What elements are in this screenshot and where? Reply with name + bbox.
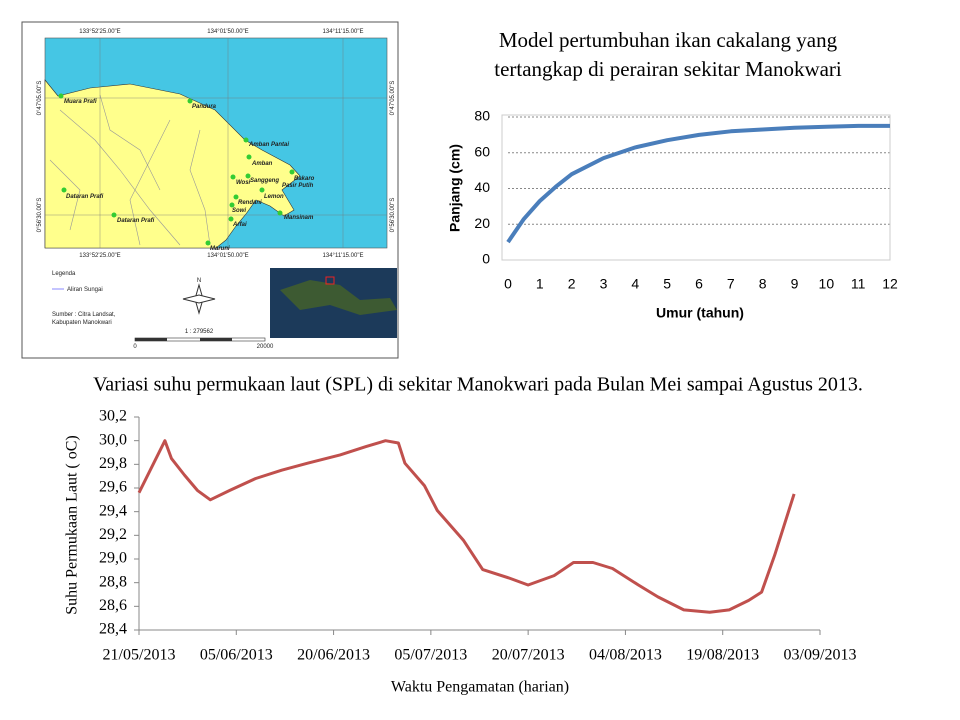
- map-coord: 134°11'15.00"E: [323, 253, 364, 259]
- x-tick-label: 03/09/2013: [784, 647, 857, 664]
- place-label: Sowi: [232, 208, 246, 214]
- place-label: Amban: [251, 161, 273, 167]
- place-label: Amban Pantai: [248, 142, 289, 148]
- map-coord: 134°11'15.00"E: [323, 29, 364, 35]
- map-coord: 133°52'25.00"E: [79, 253, 120, 259]
- place-label: Dataran Prafi: [117, 218, 155, 224]
- place-label: Rendani: [238, 200, 262, 206]
- x-tick-label: 5: [663, 276, 671, 292]
- y-tick-label: 29,0: [99, 550, 127, 567]
- place-label: Muara Prafi: [64, 99, 97, 105]
- map-coord: 134°01'50.00"E: [207, 29, 248, 35]
- source: Sumber : Citra Landsat,: [52, 312, 116, 318]
- x-tick-label: 9: [791, 276, 799, 292]
- scale-label: 20000: [257, 344, 274, 350]
- y-tick-label: 28,4: [99, 621, 127, 638]
- graticule: [45, 38, 387, 248]
- y-tick-label: 30,2: [99, 408, 127, 425]
- y-tick-label: 29,8: [99, 455, 127, 472]
- map: 133°52'25.00"E 134°01'50.00"E 134°11'15.…: [21, 21, 399, 359]
- place-label: Lemon: [264, 194, 284, 200]
- x-tick-label: 20/06/2013: [297, 647, 370, 664]
- x-tick-label: 20/07/2013: [492, 647, 565, 664]
- y-tick-label: 29,2: [99, 526, 127, 543]
- place-label: Bakaro: [294, 176, 315, 182]
- data-line: [506, 123, 890, 244]
- place-dots: [58, 93, 295, 246]
- y-tick-label: 29,6: [99, 479, 127, 496]
- scale-label: 0: [133, 344, 137, 350]
- y-tick-label: 20: [474, 215, 490, 231]
- x-tick-label: 8: [759, 276, 767, 292]
- place-label: Mansinam: [284, 215, 314, 221]
- y-tick-label: 28,6: [99, 597, 127, 614]
- x-tick-label: 0: [504, 276, 512, 292]
- y-tick-label: 29,4: [99, 502, 127, 519]
- y-tick-label: 80: [474, 108, 490, 124]
- y-tick-label: 40: [474, 179, 490, 195]
- place-label: Dataran Prafi: [66, 194, 104, 200]
- caption: Variasi suhu permukaan laut (SPL) di sek…: [93, 374, 863, 396]
- map-coord: 0°47'05.00"S: [37, 81, 43, 116]
- x-tick-label: 7: [727, 276, 735, 292]
- place-label: Pasir Putih: [282, 183, 314, 189]
- place-label: Arfai: [232, 222, 247, 228]
- place-label: Sanggeng: [250, 178, 279, 184]
- inset-marker: [325, 276, 335, 285]
- land: [44, 79, 301, 249]
- place-label: Maruni: [210, 246, 230, 252]
- y-tick-label: 30,0: [99, 431, 127, 448]
- x-tick-label: 21/05/2013: [103, 647, 176, 664]
- plot-area: [501, 114, 891, 261]
- x-tick-label: 05/07/2013: [394, 647, 467, 664]
- x-tick-label: 6: [695, 276, 703, 292]
- map-coord: 133°52'25.00"E: [79, 29, 120, 35]
- y-axis-label: Suhu Permukaan Laut ( oC): [64, 435, 81, 615]
- x-tick-label: 05/06/2013: [200, 647, 273, 664]
- x-axis-label: Waktu Pengamatan (harian): [391, 679, 569, 696]
- source: Kabupaten Manokwari: [52, 320, 112, 326]
- scale: 1 : 279562: [185, 329, 214, 335]
- legend-item: Aliran Sungai: [67, 287, 103, 293]
- y-tick-label: 0: [482, 251, 490, 267]
- x-tick-label: 12: [882, 276, 898, 292]
- sst-chart: 28,4 28,6 28,8 29,0 29,2 29,4 29,6 29,8 30,0 30,2…: [64, 408, 857, 696]
- x-tick-label: 04/08/2013: [589, 647, 662, 664]
- scale-bar: [200, 338, 232, 341]
- map-coord: 134°01'50.00"E: [207, 253, 248, 259]
- north-label: N: [197, 278, 201, 284]
- place-label: Pandura: [192, 104, 217, 110]
- place-label: Wosi: [236, 180, 251, 186]
- x-tick-label: 4: [631, 276, 639, 292]
- y-axis-label: Panjang (cm): [447, 144, 463, 232]
- x-tick-label: 10: [819, 276, 835, 292]
- rivers: [49, 94, 211, 246]
- scale-bar: [135, 338, 167, 341]
- chart-title: Model pertumbuhan ikan cakalang yang ter…: [494, 28, 842, 81]
- data-line: [137, 439, 796, 614]
- x-tick-label: 11: [851, 276, 866, 292]
- x-tick-label: 19/08/2013: [686, 647, 759, 664]
- inset-land: [280, 280, 397, 315]
- y-tick-label: 60: [474, 143, 490, 159]
- x-tick-label: 1: [536, 276, 544, 292]
- map-coord: 0°47'05.00"S: [390, 81, 396, 116]
- x-tick-label: 3: [600, 276, 608, 292]
- x-tick-label: 2: [568, 276, 576, 292]
- north-arrow: [182, 283, 216, 315]
- map-coord: 0°56'30.00"S: [37, 198, 43, 233]
- y-tick-label: 28,8: [99, 573, 127, 590]
- map-coord: 0°56'30.00"S: [390, 198, 396, 233]
- legend-title: Legenda: [52, 271, 76, 277]
- x-axis-label: Umur (tahun): [656, 305, 744, 321]
